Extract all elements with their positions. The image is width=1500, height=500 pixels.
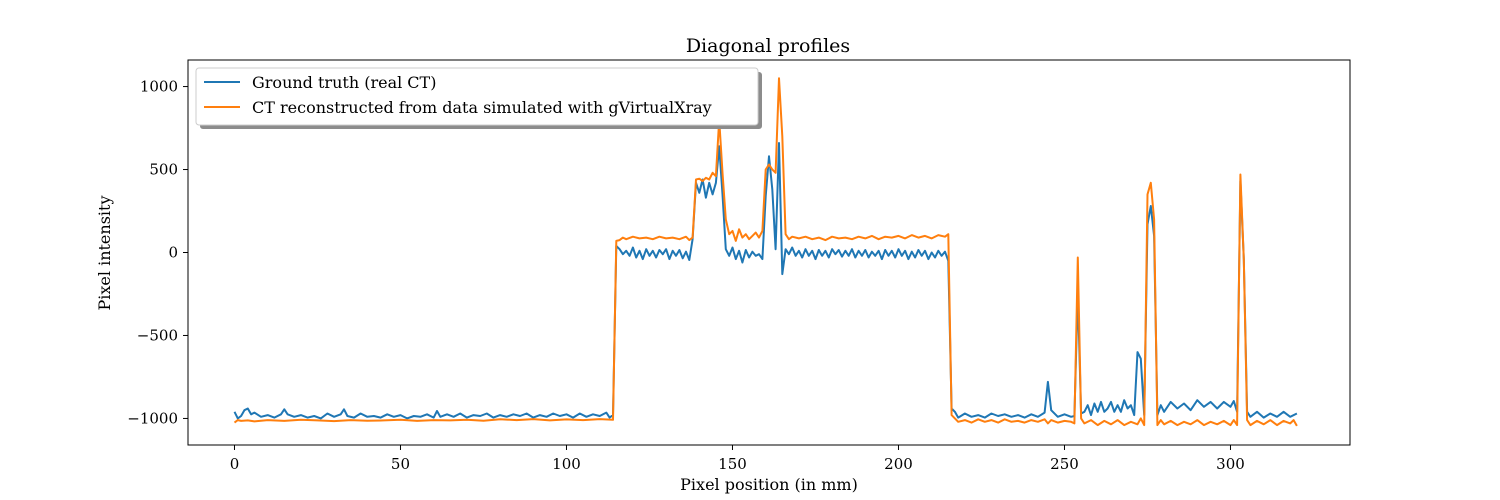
series-line-0	[233, 142, 1298, 420]
x-tick-label: 0	[230, 455, 240, 473]
x-tick-label: 50	[391, 455, 410, 473]
legend-box	[195, 67, 759, 126]
series-line-1	[233, 77, 1298, 427]
y-tick-label: −1000	[127, 409, 178, 427]
x-tick-label: 150	[718, 455, 747, 473]
x-tick-label: 200	[884, 455, 913, 473]
x-tick-label: 300	[1216, 455, 1245, 473]
y-tick-label: 0	[168, 244, 178, 262]
ticks-layer: 0 50 100 150 200 250 300 −1000 −500 0 500 1000	[127, 78, 1245, 473]
y-axis-label: Pixel intensity	[95, 196, 114, 311]
legend: Ground truth (real CT) CT reconstructed …	[195, 67, 762, 129]
x-tick-label: 250	[1050, 455, 1079, 473]
legend-label-ground-truth: Ground truth (real CT)	[252, 73, 436, 92]
series-layer	[233, 77, 1298, 427]
y-tick-label: 500	[149, 161, 178, 179]
x-axis-label: Pixel position (in mm)	[680, 475, 858, 494]
chart-title: Diagonal profiles	[686, 35, 850, 57]
y-tick-label: −500	[137, 326, 178, 344]
legend-label-gvirtualxray: CT reconstructed from data simulated wit…	[252, 98, 712, 117]
plot-frame	[187, 59, 1351, 446]
x-tick-label: 100	[552, 455, 581, 473]
y-tick-label: 1000	[140, 78, 178, 96]
